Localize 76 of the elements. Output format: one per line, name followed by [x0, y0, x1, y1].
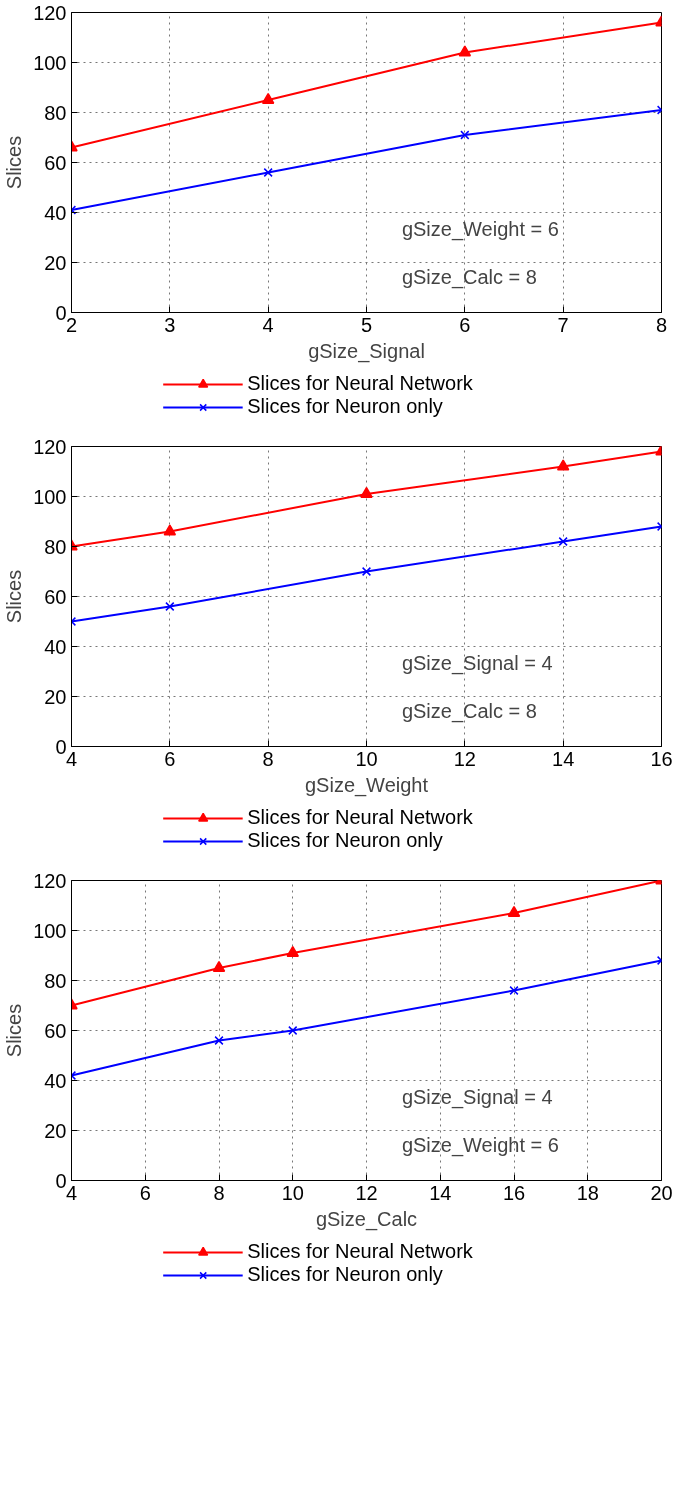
annotation: gSize_Signal = 4: [401, 1085, 553, 1109]
y-tick-label: 0: [55, 735, 67, 758]
y-axis-title: Slices: [3, 1003, 26, 1058]
y-tick-label: 60: [44, 151, 67, 174]
point: [288, 1025, 298, 1036]
y-tick-label: 80: [44, 101, 67, 124]
y-tick-label: 120: [33, 435, 67, 458]
y-tick-label: 120: [33, 869, 67, 892]
legend-label: Slices for Neural Network: [247, 372, 473, 395]
legend-label: Slices for Neural Network: [247, 1240, 473, 1263]
point: [361, 566, 372, 577]
y-tick-label: 80: [44, 535, 67, 558]
y-tick-label: 20: [44, 251, 67, 274]
y-axis-title: Slices: [3, 135, 26, 190]
y-tick-label: 100: [33, 485, 67, 508]
x-tick-label: 14: [429, 1181, 452, 1204]
x-tick-label: 18: [576, 1181, 599, 1204]
annotation: gSize_Weight = 6: [401, 1133, 559, 1157]
x-tick-label: 8: [262, 747, 274, 770]
x-tick-label: 6: [139, 1181, 151, 1204]
x-tick-label: 16: [650, 747, 673, 770]
x-axis-title: gSize_Weight: [304, 773, 429, 797]
x-axis-title: gSize_Signal: [308, 339, 425, 363]
legend-label: Slices for Neuron only: [247, 395, 443, 418]
point: [507, 905, 521, 917]
x-tick-label: 4: [262, 313, 274, 336]
y-tick-label: 40: [44, 1069, 67, 1092]
y-tick-label: 60: [44, 1019, 67, 1042]
legend-label: Slices for Neural Network: [247, 806, 473, 829]
x-tick-label: 6: [164, 747, 176, 770]
x-tick-label: 3: [164, 313, 176, 336]
y-tick-label: 0: [55, 301, 67, 324]
x-tick-label: 10: [281, 1181, 304, 1204]
point: [165, 601, 175, 612]
point: [263, 167, 273, 178]
point: [558, 536, 568, 547]
x-tick-label: 14: [552, 747, 575, 770]
annotation: gSize_Signal = 4: [401, 651, 553, 675]
y-tick-label: 100: [33, 919, 67, 942]
point: [286, 945, 299, 957]
x-tick-label: 5: [360, 313, 373, 336]
point: [163, 524, 177, 536]
legend-label: Slices for Neuron only: [247, 1263, 443, 1286]
y-tick-label: 60: [44, 585, 67, 608]
x-axis-title: gSize_Calc: [315, 1207, 418, 1231]
x-tick-label: 8: [213, 1181, 225, 1204]
y-tick-label: 20: [44, 1119, 67, 1142]
point: [509, 985, 519, 996]
annotation: gSize_Calc = 8: [401, 699, 537, 723]
x-tick-label: 4: [65, 1181, 78, 1204]
y-tick-label: 40: [44, 635, 67, 658]
x-tick-label: 6: [459, 313, 471, 336]
annotation: gSize_Calc = 8: [401, 265, 537, 289]
x-tick-label: 7: [557, 313, 569, 336]
point: [460, 130, 470, 140]
x-tick-label: 12: [453, 747, 476, 770]
point: [214, 1035, 224, 1046]
x-tick-label: 10: [355, 747, 378, 770]
y-tick-label: 40: [44, 201, 67, 224]
y-tick-label: 100: [33, 51, 67, 74]
x-tick-label: 2: [65, 313, 78, 336]
y-tick-label: 0: [55, 1169, 67, 1192]
point: [360, 486, 373, 498]
legend-label: Slices for Neuron only: [247, 829, 443, 852]
x-tick-label: 12: [355, 1181, 378, 1204]
x-tick-label: 4: [65, 747, 78, 770]
point: [212, 960, 226, 972]
annotation: gSize_Weight = 6: [401, 217, 559, 241]
y-tick-label: 80: [44, 969, 67, 992]
x-tick-label: 16: [502, 1181, 526, 1204]
y-axis-title: Slices: [3, 569, 26, 624]
point: [556, 459, 570, 471]
x-tick-label: 20: [650, 1181, 673, 1204]
x-tick-label: 8: [655, 313, 668, 336]
y-tick-label: 120: [33, 1, 67, 24]
y-tick-label: 20: [44, 685, 67, 708]
